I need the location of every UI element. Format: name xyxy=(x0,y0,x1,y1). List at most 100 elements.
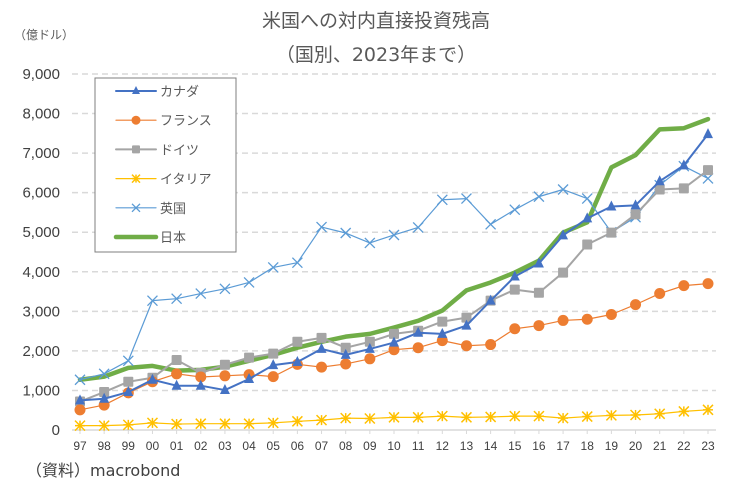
y-tick-label: 8,000 xyxy=(22,106,60,123)
star-marker xyxy=(485,411,497,423)
x-marker xyxy=(364,237,376,249)
triangle-marker xyxy=(703,128,713,139)
square-marker xyxy=(654,184,665,195)
star-marker xyxy=(436,410,448,422)
square-marker xyxy=(123,376,134,387)
y-tick-label: 1,000 xyxy=(22,382,60,399)
star-marker xyxy=(243,418,255,430)
circle-marker xyxy=(364,353,376,365)
square-marker xyxy=(582,239,593,250)
x-tick-label: 01 xyxy=(170,439,184,453)
x-marker xyxy=(122,355,134,367)
chart-title: 米国への対内直接投資残高 xyxy=(261,10,490,32)
square-marker xyxy=(316,332,327,343)
legend-label: 日本 xyxy=(160,231,186,246)
triangle-marker xyxy=(461,319,472,330)
triangle-marker xyxy=(654,175,665,186)
x-marker xyxy=(219,283,231,295)
x-marker xyxy=(98,368,110,380)
star-marker xyxy=(702,404,714,416)
x-tick-label: 07 xyxy=(315,439,329,453)
triangle-marker xyxy=(389,336,399,347)
x-marker xyxy=(509,204,521,216)
x-tick-label: 19 xyxy=(605,439,619,453)
circle-marker xyxy=(581,313,593,325)
x-tick-label: 09 xyxy=(363,439,377,453)
square-marker xyxy=(292,336,303,347)
square-marker xyxy=(703,165,713,176)
triangle-marker xyxy=(413,326,424,337)
circle-marker xyxy=(267,371,279,383)
square-marker xyxy=(509,284,520,295)
x-marker xyxy=(461,193,472,205)
x-marker xyxy=(581,193,593,205)
triangle-marker xyxy=(244,372,255,383)
triangle-marker xyxy=(509,270,520,281)
x-tick-label: 16 xyxy=(532,439,546,453)
circle-marker xyxy=(460,340,472,352)
triangle-marker xyxy=(558,229,569,240)
triangle-marker xyxy=(147,373,158,384)
series-4 xyxy=(74,160,714,386)
x-marker xyxy=(243,276,255,288)
x-tick-label: 11 xyxy=(412,439,425,453)
legend-label: カナダ xyxy=(160,85,199,100)
circle-marker xyxy=(74,404,86,416)
y-axis-ticks: 0 1,000 2,000 3,000 4,000 5,000 6,000 7,000 8,00… xyxy=(22,66,60,439)
star-marker xyxy=(654,408,666,420)
square-marker xyxy=(132,145,140,154)
triangle-marker xyxy=(316,342,327,353)
star-marker xyxy=(195,418,207,430)
x-marker xyxy=(485,218,497,230)
y-tick-label: 9,000 xyxy=(22,66,60,83)
star-marker xyxy=(581,411,593,423)
star-marker xyxy=(74,420,86,432)
triangle-marker xyxy=(268,359,279,370)
y-tick-label: 7,000 xyxy=(22,145,60,162)
x-marker xyxy=(74,374,86,386)
triangle-marker xyxy=(630,199,641,210)
star-marker xyxy=(388,411,400,423)
y-tick-label: 0 xyxy=(52,422,60,439)
legend-box xyxy=(94,77,237,253)
x-marker xyxy=(291,257,303,269)
x-tick-label: 02 xyxy=(194,439,208,453)
square-marker xyxy=(171,354,182,365)
circle-marker xyxy=(485,339,497,351)
star-marker xyxy=(364,412,376,425)
square-marker xyxy=(558,267,569,278)
star-marker xyxy=(316,414,328,426)
x-marker xyxy=(533,191,545,203)
y-tick-label: 5,000 xyxy=(22,224,60,241)
star-marker xyxy=(509,410,521,422)
x-tick-label: 04 xyxy=(242,439,256,453)
x-tick-label: 98 xyxy=(97,439,111,453)
star-marker xyxy=(122,419,134,431)
x-tick-label: 18 xyxy=(581,439,595,453)
circle-marker xyxy=(340,358,352,370)
x-marker xyxy=(267,261,279,273)
square-marker xyxy=(340,342,351,353)
triangle-marker xyxy=(678,159,689,170)
x-marker xyxy=(412,222,424,233)
square-marker xyxy=(364,336,375,347)
x-tick-label: 08 xyxy=(339,439,353,453)
x-marker xyxy=(436,194,448,206)
star-marker xyxy=(412,411,424,423)
y-axis-unit-label: （億ドル） xyxy=(14,28,75,42)
star-marker xyxy=(630,409,642,421)
star-marker xyxy=(146,417,158,429)
legend-label: フランス xyxy=(160,114,212,129)
circle-marker xyxy=(557,314,569,326)
legend-item: ドイツ xyxy=(115,143,199,158)
legend-item: カナダ xyxy=(115,85,199,100)
legend-label: ドイツ xyxy=(160,143,199,158)
y-tick-label: 6,000 xyxy=(22,185,60,202)
series-lines xyxy=(74,116,714,432)
x-marker xyxy=(171,293,183,305)
circle-marker xyxy=(131,115,141,125)
triangle-marker xyxy=(582,212,593,223)
x-axis: 97 98 99 00 01 02 03 04 05 06 07 08 09 10 11 12 13 14 15 16… xyxy=(72,429,716,453)
square-marker xyxy=(99,387,110,398)
series-5 xyxy=(77,116,711,383)
